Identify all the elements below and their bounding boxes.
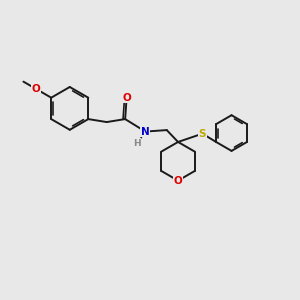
Text: N: N	[141, 127, 150, 136]
Text: H: H	[133, 139, 141, 148]
Text: S: S	[199, 129, 206, 139]
Text: O: O	[32, 84, 41, 94]
Text: O: O	[174, 176, 182, 186]
Text: O: O	[122, 93, 131, 103]
